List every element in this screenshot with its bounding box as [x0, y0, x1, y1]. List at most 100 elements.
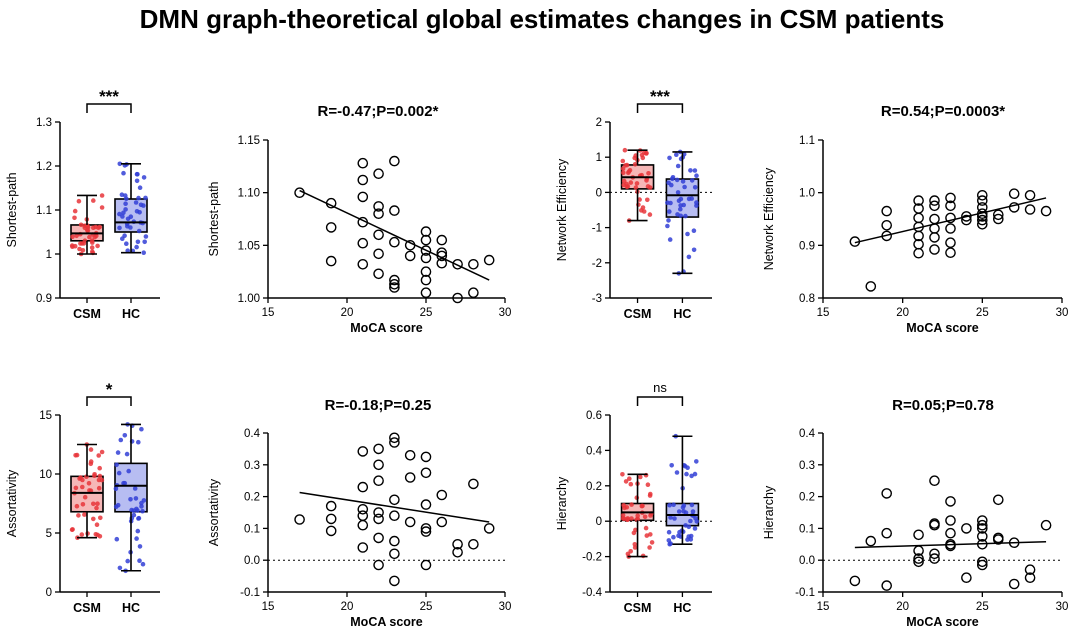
ne-box-panel: -3 -2 -1 0 1 2 Network Efficiency CSM HC *** [555, 87, 712, 321]
data-point-hc [670, 176, 675, 182]
data-point-hc [122, 233, 127, 238]
data-point-hc [122, 480, 128, 486]
data-point [373, 513, 384, 525]
data-point-csm [96, 225, 101, 231]
data-point [325, 525, 337, 537]
data-point-csm [634, 181, 640, 186]
data-point-csm [72, 215, 77, 221]
y-tick-label: 0.3 [799, 460, 815, 472]
x-tick-label: 15 [262, 307, 275, 319]
data-point-hc [113, 504, 119, 510]
data-point-csm [94, 522, 100, 527]
data-point-csm [620, 158, 626, 164]
data-point-hc [139, 426, 144, 432]
data-point [881, 219, 893, 231]
x-axis-label: MoCA score [350, 321, 423, 335]
y-tick-label: -3 [592, 293, 602, 305]
data-point [357, 191, 369, 203]
data-point [961, 214, 972, 226]
data-point [436, 257, 448, 269]
data-point [420, 451, 432, 463]
data-point-hc [675, 163, 681, 169]
data-point-csm [620, 516, 626, 521]
data-point [389, 236, 400, 248]
x-axis-label: MoCA score [350, 615, 423, 629]
category-label: HC [122, 307, 140, 321]
data-point-hc [131, 508, 137, 513]
as-scatter-panel: R=-0.18;P=0.25 -0.1 0.0 0.1 0.2 0.3 0.4 15 20 25 3… [207, 397, 511, 629]
data-point-hc [674, 177, 680, 183]
data-point-hc [678, 206, 683, 212]
data-point-hc [683, 523, 688, 528]
data-point [929, 195, 940, 206]
data-point-hc [689, 178, 695, 183]
data-point-hc [138, 202, 144, 208]
data-point [357, 503, 369, 515]
data-point-hc [125, 216, 131, 222]
data-point-csm [87, 234, 92, 240]
data-point-hc [682, 184, 687, 190]
significance-bracket [86, 103, 132, 113]
data-point [945, 212, 956, 224]
data-point-csm [96, 485, 102, 491]
data-point-csm [644, 151, 649, 156]
data-point-hc [123, 207, 128, 212]
data-point-csm [85, 228, 91, 233]
data-point-csm [647, 545, 652, 550]
y-tick-label: -0.2 [582, 552, 602, 564]
data-point [325, 513, 337, 525]
x-tick-label: 25 [420, 307, 433, 319]
data-point [357, 174, 369, 186]
data-point [357, 237, 369, 249]
y-tick-label: 1.10 [238, 188, 260, 200]
data-point [849, 575, 861, 587]
y-tick-label: 1.1 [36, 205, 52, 217]
data-point [389, 510, 400, 522]
data-point [373, 201, 384, 212]
data-point [420, 274, 432, 286]
data-point-hc [668, 515, 673, 520]
data-point-csm [641, 209, 647, 214]
data-point [865, 281, 877, 292]
data-point-hc [683, 213, 688, 219]
data-point-hc [119, 192, 125, 197]
data-point-csm [645, 482, 651, 488]
data-point [389, 205, 400, 216]
data-point-hc [134, 244, 139, 250]
category-label: HC [122, 601, 140, 615]
data-point-csm [94, 233, 99, 239]
y-tick-label: 0 [46, 587, 52, 599]
data-point [929, 553, 940, 564]
y-axis-label: Assortativity [5, 469, 19, 537]
data-point [452, 292, 463, 304]
data-point [357, 157, 369, 169]
data-point-csm [633, 185, 639, 190]
ne-scatter-panel: R=0.54;P=0.0003* 0.8 0.9 1.0 1.1 15 20 25 30 MoCA… [762, 103, 1068, 335]
data-point-csm [644, 178, 649, 183]
data-point-csm [80, 484, 85, 490]
data-point [913, 230, 924, 242]
data-point-csm [621, 170, 626, 176]
data-point-hc [666, 529, 672, 535]
y-tick-label: 0 [596, 187, 602, 199]
data-point-hc [140, 561, 146, 567]
y-axis-label: Hierarchy [762, 485, 776, 539]
regression-line [299, 189, 490, 281]
data-point-hc [114, 462, 119, 468]
data-point [993, 209, 1004, 221]
data-point-hc [132, 486, 138, 491]
data-point-csm [91, 225, 96, 230]
data-point-csm [631, 530, 637, 536]
data-point-csm [637, 197, 642, 202]
data-point-hc [120, 214, 125, 219]
data-point-hc [685, 231, 690, 237]
x-axis-label: MoCA score [906, 321, 979, 335]
data-point [961, 523, 972, 534]
data-point-csm [643, 525, 649, 531]
data-point [929, 232, 940, 243]
data-point [389, 274, 400, 286]
category-label: HC [673, 601, 691, 615]
data-point-hc [135, 528, 141, 534]
data-point-hc [672, 516, 677, 521]
plot-title: R=0.54;P=0.0003* [881, 103, 1005, 120]
